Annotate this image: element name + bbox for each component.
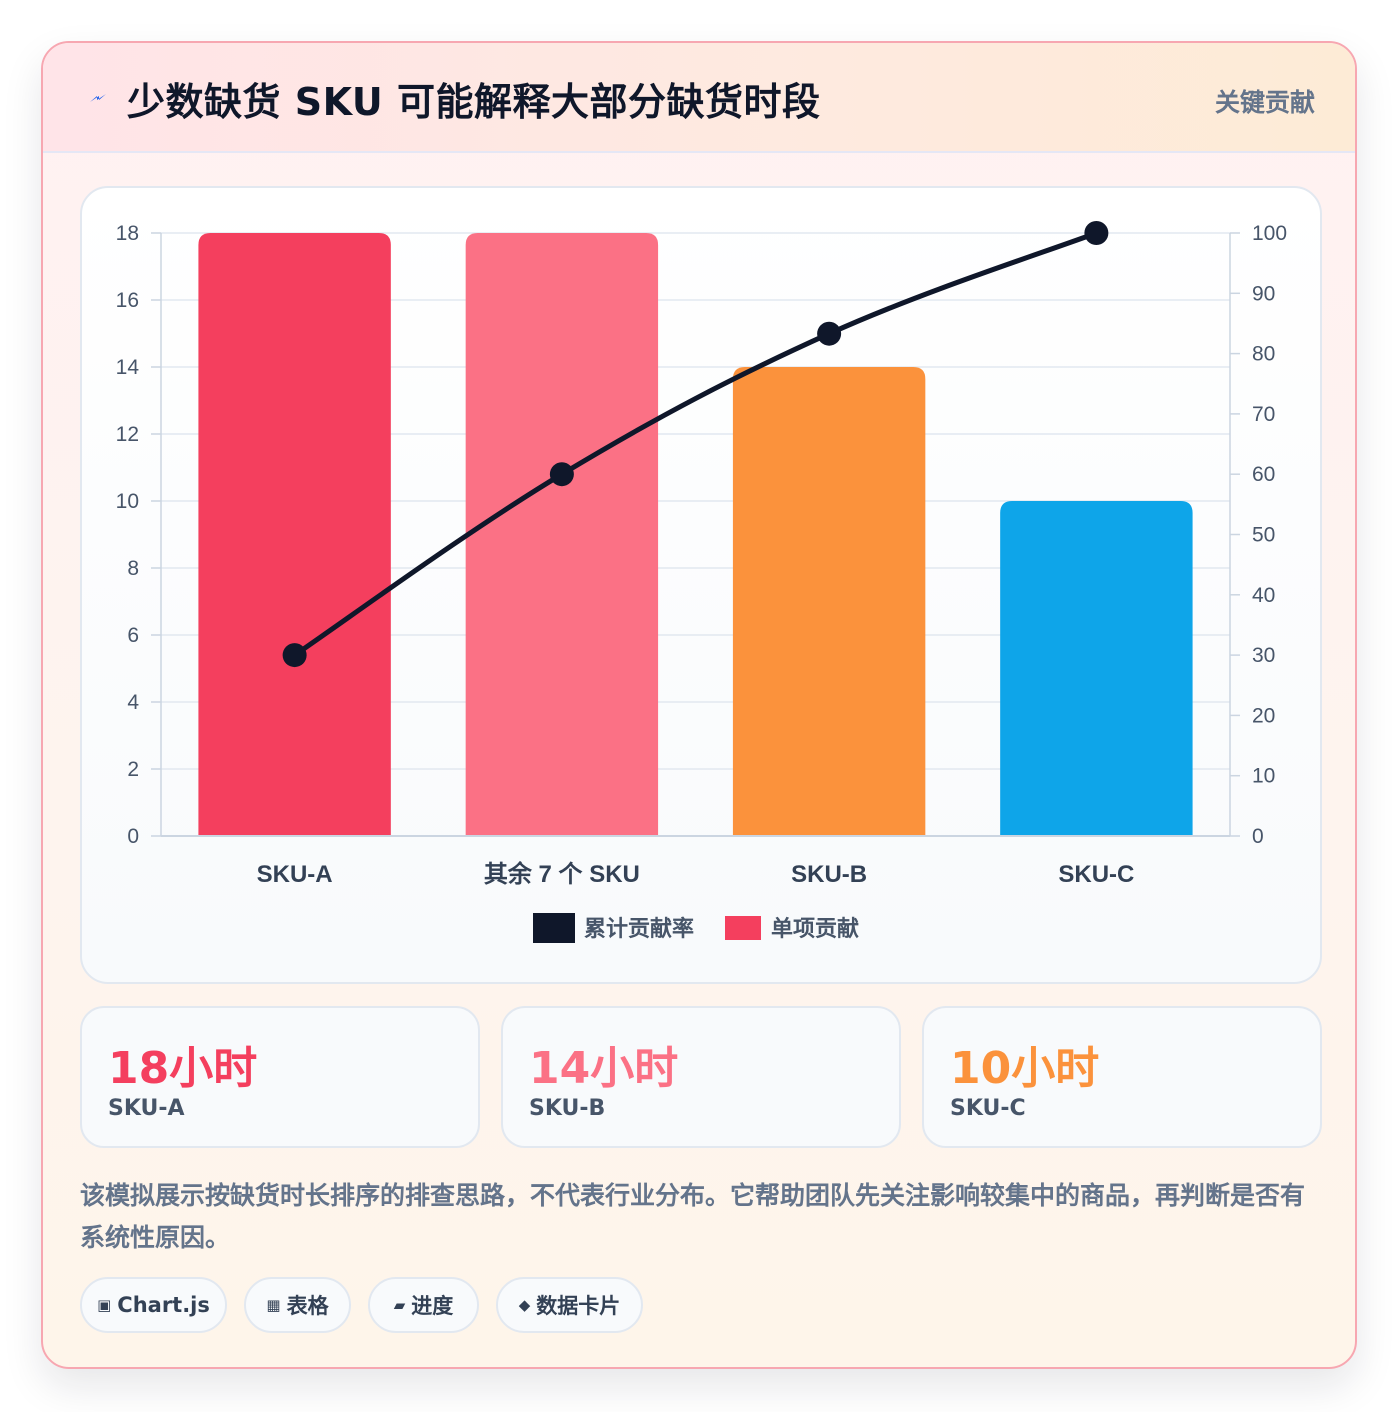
y-left-tick-label: 12 — [116, 423, 139, 446]
stat-value: 18小时 — [108, 1043, 258, 1094]
x-category-label: SKU-C — [1058, 861, 1134, 888]
y-right-tick-label: 0 — [1252, 825, 1264, 848]
legend-swatch-single — [725, 916, 761, 940]
tag-table[interactable]: ▦ 表格 — [244, 1277, 351, 1333]
y-left-tick-label: 18 — [116, 222, 139, 245]
y-right-tick-label: 60 — [1252, 463, 1275, 486]
table-icon: ▦ — [266, 1296, 281, 1314]
cumulative-point — [1084, 221, 1109, 245]
tag-data-card[interactable]: ◆ 数据卡片 — [496, 1277, 643, 1333]
lightning-bolt-icon — [87, 87, 109, 109]
x-category-label: 其余 7 个 SKU — [484, 860, 640, 888]
cumulative-point — [817, 321, 842, 346]
card-title: 少数缺货 SKU 可能解释大部分缺货时段 — [127, 80, 821, 124]
y-left-tick-label: 16 — [116, 289, 139, 312]
legend-swatch-cumulative — [533, 913, 575, 943]
card-icon: ◆ — [518, 1296, 531, 1314]
stat-label: SKU-B — [529, 1096, 606, 1121]
y-right-tick-label: 40 — [1252, 584, 1275, 607]
stat-card-sku-c: 10小时 SKU-C — [922, 1006, 1322, 1148]
legend-label-cumulative: 累计贡献率 — [584, 916, 694, 942]
bar — [198, 233, 391, 836]
cumulative-point — [549, 462, 574, 487]
card-header: 少数缺货 SKU 可能解释大部分缺货时段 关键贡献 — [43, 43, 1355, 153]
legend-label-single: 单项贡献 — [771, 916, 859, 942]
stat-value: 10小时 — [950, 1043, 1100, 1094]
key-contribution-badge: 关键贡献 — [1214, 88, 1315, 117]
y-right-tick-label: 10 — [1252, 765, 1275, 788]
cumulative-point — [282, 643, 307, 668]
y-left-tick-label: 10 — [116, 490, 139, 513]
tag-label: 数据卡片 — [536, 1294, 621, 1318]
bar — [732, 367, 926, 836]
tag-label: 进度 — [411, 1294, 454, 1318]
y-right-tick-label: 100 — [1252, 222, 1287, 245]
chart-icon: ▣ — [97, 1296, 112, 1314]
y-left-tick-label: 14 — [116, 356, 140, 379]
progress-icon: ▰ — [393, 1296, 406, 1314]
tag-label: Chart.js — [117, 1293, 210, 1317]
bar — [465, 233, 659, 836]
y-right-tick-label: 70 — [1252, 403, 1275, 426]
tag-chartjs[interactable]: ▣ Chart.js — [80, 1277, 227, 1333]
cumulative-line — [293, 230, 1098, 658]
y-right-tick-label: 90 — [1252, 282, 1275, 305]
chart-card: 少数缺货 SKU 可能解释大部分缺货时段 关键贡献 0 2 4 6 8 10 12 14 16 1… — [41, 41, 1357, 1369]
stat-card-sku-b: 14小时 SKU-B — [501, 1006, 901, 1148]
bar — [1000, 501, 1193, 836]
y-right-tick-label: 50 — [1252, 524, 1275, 547]
stat-label: SKU-C — [950, 1096, 1026, 1121]
tag-progress[interactable]: ▰ 进度 — [368, 1277, 479, 1333]
y-right-tick-label: 30 — [1252, 644, 1275, 667]
stat-label: SKU-A — [108, 1096, 185, 1121]
y-left-tick-label: 6 — [127, 624, 139, 647]
y-right-tick-label: 20 — [1252, 704, 1275, 727]
explanation-note: 该模拟展示按缺货时长排序的排查思路，不代表行业分布。它帮助团队先关注影响较集中的… — [80, 1181, 1306, 1252]
tag-label: 表格 — [286, 1294, 329, 1318]
stat-value: 14小时 — [529, 1043, 679, 1094]
x-category-label: SKU-A — [257, 861, 333, 888]
y-left-tick-label: 0 — [127, 825, 139, 848]
y-left-tick-label: 2 — [127, 758, 139, 781]
y-left-tick-label: 8 — [127, 557, 139, 580]
pareto-chart-panel: 0 2 4 6 8 10 12 14 16 18 0 10 20 30 40 50 60 70 80 90 100 SKU… — [80, 186, 1322, 984]
y-right-tick-label: 80 — [1252, 343, 1275, 366]
x-category-label: SKU-B — [791, 861, 867, 888]
stat-card-sku-a: 18小时 SKU-A — [80, 1006, 480, 1148]
pareto-chart: 0 2 4 6 8 10 12 14 16 18 0 10 20 30 40 50 60 70 80 90 100 SKU… — [116, 221, 1287, 943]
y-left-tick-label: 4 — [127, 691, 139, 714]
